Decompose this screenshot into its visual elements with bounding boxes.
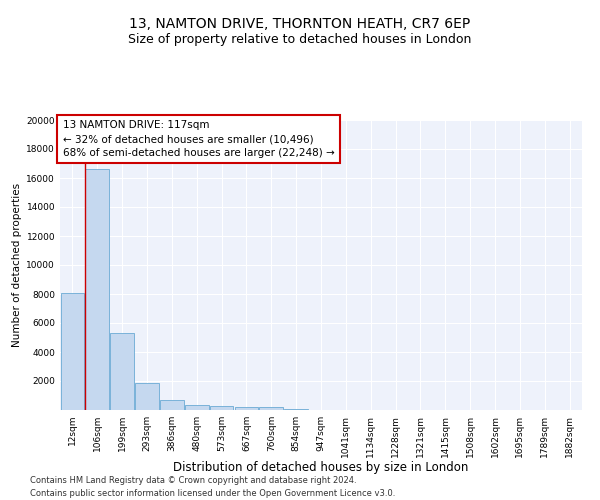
Bar [160,400,184,410]
Bar [210,406,233,410]
Bar [61,292,84,410]
X-axis label: Distribution of detached houses by size in London: Distribution of detached houses by size … [173,461,469,474]
Bar [284,408,308,410]
Text: Contains HM Land Registry data © Crown copyright and database right 2024.
Contai: Contains HM Land Registry data © Crown c… [30,476,395,498]
Text: 13 NAMTON DRIVE: 117sqm
← 32% of detached houses are smaller (10,496)
68% of sem: 13 NAMTON DRIVE: 117sqm ← 32% of detache… [62,120,334,158]
Y-axis label: Number of detached properties: Number of detached properties [12,183,22,347]
Bar [85,170,109,410]
Bar [235,407,258,410]
Bar [110,333,134,410]
Bar [135,383,159,410]
Text: Size of property relative to detached houses in London: Size of property relative to detached ho… [128,32,472,46]
Bar [185,405,209,410]
Bar [259,408,283,410]
Text: 13, NAMTON DRIVE, THORNTON HEATH, CR7 6EP: 13, NAMTON DRIVE, THORNTON HEATH, CR7 6E… [130,18,470,32]
